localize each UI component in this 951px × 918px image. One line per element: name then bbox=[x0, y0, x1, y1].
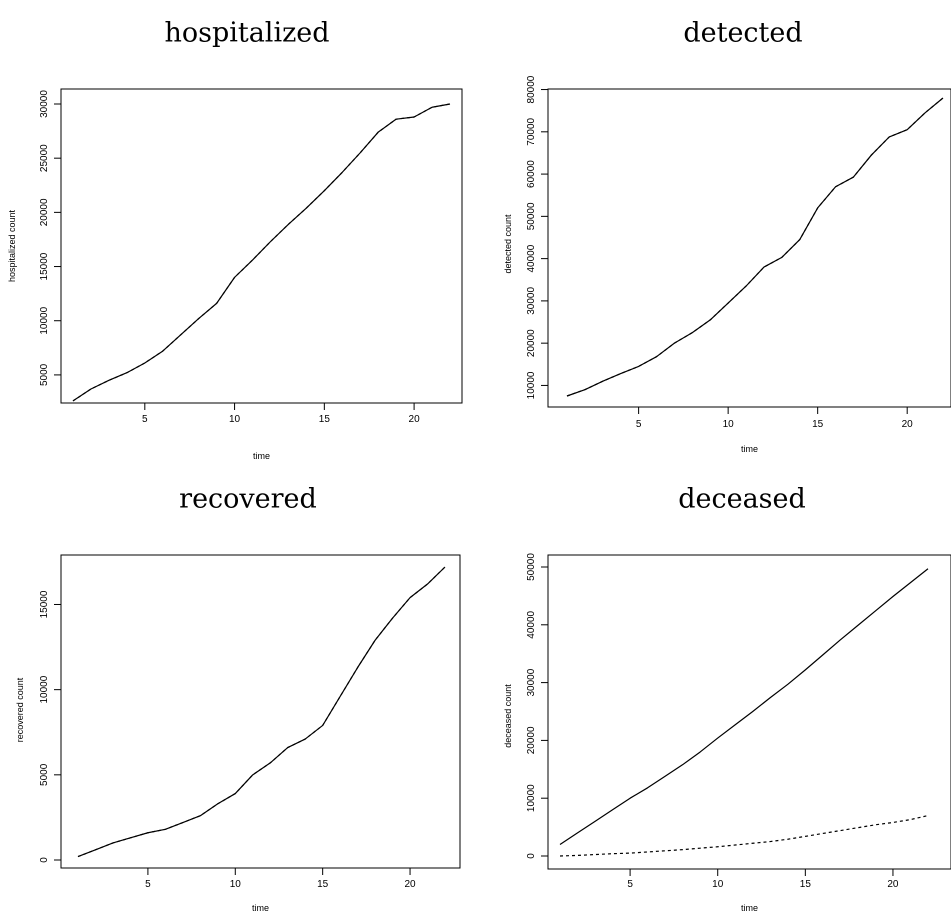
x-tick-label: 5 bbox=[627, 879, 633, 890]
x-tick-label: 5 bbox=[142, 414, 148, 425]
x-tick-label: 15 bbox=[319, 414, 331, 425]
y-tick-label: 80000 bbox=[526, 75, 537, 103]
y-axis-label: hospitalized count bbox=[7, 209, 17, 282]
plot-frame bbox=[547, 88, 951, 408]
plot-frame bbox=[60, 554, 461, 869]
chart-title: hospitalized bbox=[164, 18, 329, 49]
y-tick-label: 10000 bbox=[39, 675, 50, 703]
y-tick-label: 30000 bbox=[39, 90, 50, 118]
y-tick-label: 50000 bbox=[526, 202, 537, 230]
x-axis-label: time bbox=[253, 451, 270, 461]
y-axis-label: recovered count bbox=[15, 677, 25, 742]
series-line-2 bbox=[77, 566, 446, 858]
series-line-2 bbox=[72, 103, 451, 402]
x-axis-label: time bbox=[741, 903, 758, 913]
x-tick-label: 10 bbox=[712, 879, 724, 890]
y-tick-label: 5000 bbox=[39, 363, 50, 386]
x-tick-label: 10 bbox=[723, 419, 735, 430]
y-tick-label: 10000 bbox=[526, 371, 537, 399]
y-tick-label: 0 bbox=[39, 857, 50, 863]
x-axis-label: time bbox=[741, 444, 758, 454]
series-line-1 bbox=[559, 568, 929, 845]
x-tick-label: 15 bbox=[812, 419, 824, 430]
y-tick-label: 10000 bbox=[39, 306, 50, 334]
y-tick-label: 50000 bbox=[526, 553, 537, 581]
chart-panel-detected: detected 5 10 15 20 10000 20000 30000 40000 50000… bbox=[503, 18, 951, 454]
y-tick-label: 40000 bbox=[526, 610, 537, 638]
x-axis-label: time bbox=[252, 903, 269, 913]
x-tick-label: 20 bbox=[902, 419, 914, 430]
y-axis-label: detected count bbox=[503, 214, 513, 274]
y-tick-label: 40000 bbox=[526, 244, 537, 272]
y-axis-label: deceased count bbox=[503, 684, 513, 748]
y-tick-label: 20000 bbox=[526, 329, 537, 357]
y-tick-label: 15000 bbox=[39, 590, 50, 618]
x-tick-label: 10 bbox=[230, 879, 242, 890]
x-tick-label: 20 bbox=[409, 414, 421, 425]
chart-title: detected bbox=[683, 18, 802, 49]
y-tick-label: 15000 bbox=[39, 252, 50, 280]
y-tick-label: 10000 bbox=[526, 784, 537, 812]
series-line-1 bbox=[72, 103, 451, 402]
x-tick-label: 20 bbox=[404, 879, 416, 890]
x-tick-label: 10 bbox=[229, 414, 241, 425]
x-tick-label: 15 bbox=[317, 879, 329, 890]
x-tick-label: 5 bbox=[145, 879, 151, 890]
series-line-1 bbox=[566, 97, 944, 397]
plot-frame bbox=[547, 554, 951, 870]
x-tick-label: 5 bbox=[636, 419, 642, 430]
series-line-1 bbox=[77, 566, 446, 858]
y-tick-label: 0 bbox=[526, 853, 537, 859]
y-tick-label: 20000 bbox=[39, 198, 50, 226]
y-tick-label: 30000 bbox=[526, 668, 537, 696]
y-tick-label: 5000 bbox=[39, 763, 50, 786]
x-tick-label: 15 bbox=[800, 879, 812, 890]
series-line-2 bbox=[566, 97, 944, 397]
y-tick-label: 25000 bbox=[39, 144, 50, 172]
chart-title: recovered bbox=[179, 484, 317, 515]
plot-frame bbox=[60, 88, 463, 404]
y-tick-label: 20000 bbox=[526, 726, 537, 754]
chart-panel-deceased: deceased 5 10 15 20 0 10000 20000 30000 40000 5000… bbox=[503, 484, 951, 913]
chart-panel-hospitalized: hospitalized 5 10 15 20 5000 10000 15000 20000 25… bbox=[7, 18, 463, 461]
y-tick-label: 60000 bbox=[526, 160, 537, 188]
series-line-2 bbox=[559, 814, 929, 857]
y-tick-label: 30000 bbox=[526, 287, 537, 315]
y-tick-label: 70000 bbox=[526, 117, 537, 145]
chart-title: deceased bbox=[678, 484, 806, 515]
chart-panel-recovered: recovered 5 10 15 20 0 5000 10000 15000 time recov… bbox=[15, 484, 461, 913]
x-tick-label: 20 bbox=[887, 879, 899, 890]
